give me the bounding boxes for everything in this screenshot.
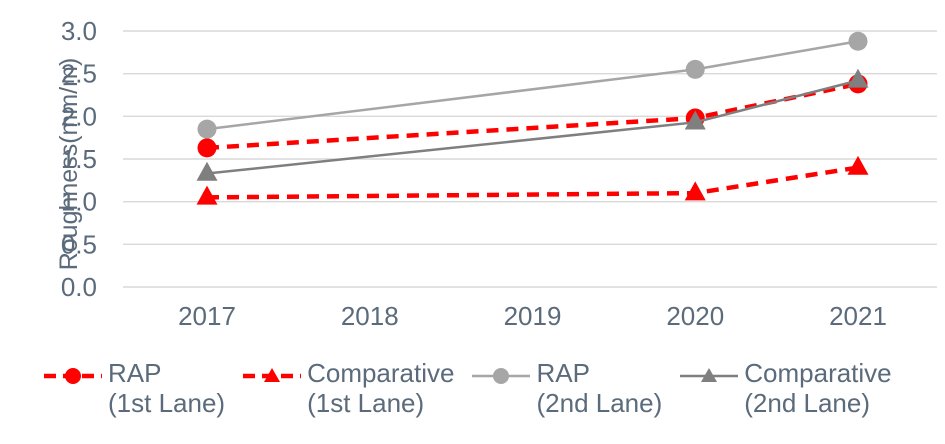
y-tick-label: 0.0 [61,272,97,302]
data-point-marker-series-3 [847,68,869,88]
legend-label-line2: (1st Lane) [307,388,425,418]
legend-item-rap-2nd-lane: RAP (2nd Lane) [472,358,662,418]
data-point-marker-series-1 [684,181,706,201]
legend-swatch-rap-2nd-lane [472,368,531,384]
legend-marker-sample-circle [493,368,510,384]
y-tick-label: 2.0 [61,101,97,131]
legend-swatch-rap-1st-lane [44,368,102,384]
legend-label-rap-2nd-lane: RAP (2nd Lane) [536,358,662,418]
legend-label-line1: RAP [108,358,162,388]
legend-label-comparative-1st-lane: Comparative (1st Lane) [307,358,454,418]
y-tick-label: 0.5 [61,229,97,259]
data-point-marker-series-3 [196,161,218,181]
legend-label-line2: (1st Lane) [108,388,226,418]
x-tick-label: 2018 [341,301,399,331]
y-tick-label: 1.5 [61,144,97,174]
legend-item-rap-1st-lane: RAP (1st Lane) [44,358,225,418]
legend-item-comparative-1st-lane: Comparative (1st Lane) [243,358,454,418]
legend-label-line2: (2nd Lane) [744,388,871,418]
legend-swatch-comparative-2nd-lane [680,368,739,382]
data-point-marker-series-2 [197,119,217,139]
legend-label-rap-1st-lane: RAP (1st Lane) [108,358,225,418]
y-tick-label: 3.0 [61,16,97,46]
data-point-marker-series-2 [685,59,705,79]
data-point-marker-series-2 [848,31,868,51]
legend-label-line1: Comparative [307,358,455,388]
data-point-marker-series-1 [847,155,869,175]
legend-label-comparative-2nd-lane: Comparative (2nd Lane) [744,358,891,418]
legend-marker-sample-triangle [701,368,718,382]
plot-area: 0.0 0.5 1.0 1.5 2.0 2.5 3.0 2017 2018 2019 2020 202… [61,16,937,331]
legend-item-comparative-2nd-lane: Comparative (2nd Lane) [680,358,892,418]
legend-label-line1: Comparative [744,358,892,388]
data-point-marker-series-1 [196,185,218,205]
legend-label-line2: (2nd Lane) [536,388,663,418]
data-point-marker-series-0 [197,138,217,158]
x-tick-label: 2020 [666,301,724,331]
y-tick-label: 1.0 [61,187,97,217]
legend-marker-sample-triangle [264,368,281,382]
legend: RAP (1st Lane) Comparative (1st Lane) RA… [44,358,924,418]
x-tick-label: 2021 [829,301,887,331]
legend-swatch-comparative-1st-lane [243,368,302,382]
series-line-1 [206,165,859,200]
x-tick-label: 2017 [178,301,236,331]
legend-label-line1: RAP [536,358,590,388]
data-point-marker-series-3 [684,110,706,130]
x-tick-label: 2019 [504,301,562,331]
y-tick-label: 2.5 [61,59,97,89]
legend-marker-sample-circle [65,368,81,384]
